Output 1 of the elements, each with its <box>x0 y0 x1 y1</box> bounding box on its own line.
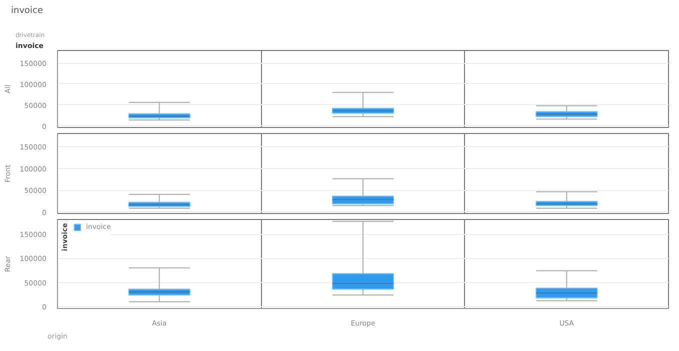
chart-title: invoice <box>11 5 44 18</box>
